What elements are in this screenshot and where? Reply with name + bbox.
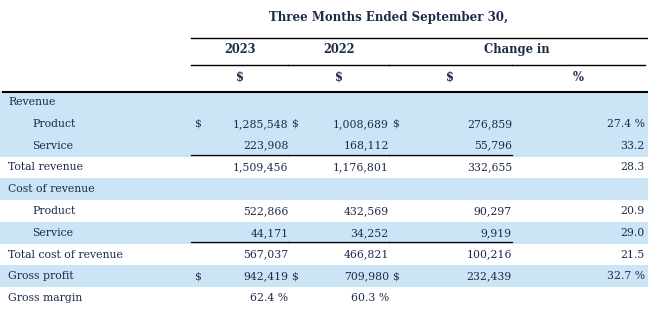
Text: Service: Service xyxy=(32,141,73,150)
Text: 28.3: 28.3 xyxy=(620,163,645,172)
Bar xyxy=(0,91,648,113)
Text: Product: Product xyxy=(32,206,76,216)
Text: 21.5: 21.5 xyxy=(621,250,645,260)
Text: Three Months Ended September 30,: Three Months Ended September 30, xyxy=(269,11,509,24)
Text: Total cost of revenue: Total cost of revenue xyxy=(8,250,123,260)
Text: 2022: 2022 xyxy=(323,43,354,56)
Text: 34,252: 34,252 xyxy=(351,228,389,238)
Text: $: $ xyxy=(392,119,399,129)
Text: 33.2: 33.2 xyxy=(620,141,645,150)
Text: 29.0: 29.0 xyxy=(621,228,645,238)
Text: Gross profit: Gross profit xyxy=(8,271,74,281)
Text: %: % xyxy=(573,71,584,84)
Text: $: $ xyxy=(446,71,454,84)
Text: 567,037: 567,037 xyxy=(243,250,288,260)
Text: 32.7 %: 32.7 % xyxy=(607,271,645,281)
Text: Product: Product xyxy=(32,119,76,129)
Text: 60.3 %: 60.3 % xyxy=(351,293,389,303)
Text: 168,112: 168,112 xyxy=(343,141,389,150)
Text: 942,419: 942,419 xyxy=(244,271,288,281)
Text: 1,008,689: 1,008,689 xyxy=(333,119,389,129)
Text: Cost of revenue: Cost of revenue xyxy=(8,184,95,194)
Text: Total revenue: Total revenue xyxy=(8,163,84,172)
Text: $: $ xyxy=(194,119,202,129)
Bar xyxy=(0,178,648,200)
Text: Service: Service xyxy=(32,228,73,238)
Text: 709,980: 709,980 xyxy=(343,271,389,281)
Bar xyxy=(0,265,648,287)
Bar xyxy=(0,222,648,243)
Text: Change in: Change in xyxy=(484,43,550,56)
Text: 44,171: 44,171 xyxy=(250,228,288,238)
Text: 2023: 2023 xyxy=(224,43,255,56)
Text: 20.9: 20.9 xyxy=(621,206,645,216)
Text: 232,439: 232,439 xyxy=(467,271,512,281)
Bar xyxy=(0,200,648,222)
Text: 55,796: 55,796 xyxy=(474,141,512,150)
Bar xyxy=(0,113,648,135)
Text: 100,216: 100,216 xyxy=(467,250,512,260)
Text: $: $ xyxy=(236,71,244,84)
Text: 9,919: 9,919 xyxy=(481,228,512,238)
Bar xyxy=(0,156,648,178)
Text: 466,821: 466,821 xyxy=(343,250,389,260)
Text: 27.4 %: 27.4 % xyxy=(607,119,645,129)
Text: Revenue: Revenue xyxy=(8,97,56,107)
Text: 276,859: 276,859 xyxy=(467,119,512,129)
Bar xyxy=(0,287,648,309)
Text: $: $ xyxy=(292,119,299,129)
Text: 1,285,548: 1,285,548 xyxy=(233,119,288,129)
Text: 432,569: 432,569 xyxy=(343,206,389,216)
Bar xyxy=(0,243,648,265)
Bar xyxy=(0,135,648,156)
Text: 223,908: 223,908 xyxy=(243,141,288,150)
Text: 332,655: 332,655 xyxy=(467,163,512,172)
Text: 1,509,456: 1,509,456 xyxy=(233,163,288,172)
Text: $: $ xyxy=(334,71,343,84)
Text: 1,176,801: 1,176,801 xyxy=(333,163,389,172)
Text: $: $ xyxy=(392,271,399,281)
Text: 62.4 %: 62.4 % xyxy=(250,293,288,303)
Text: $: $ xyxy=(194,271,202,281)
Text: Gross margin: Gross margin xyxy=(8,293,83,303)
Text: $: $ xyxy=(292,271,299,281)
Text: 90,297: 90,297 xyxy=(474,206,512,216)
Text: 522,866: 522,866 xyxy=(243,206,288,216)
